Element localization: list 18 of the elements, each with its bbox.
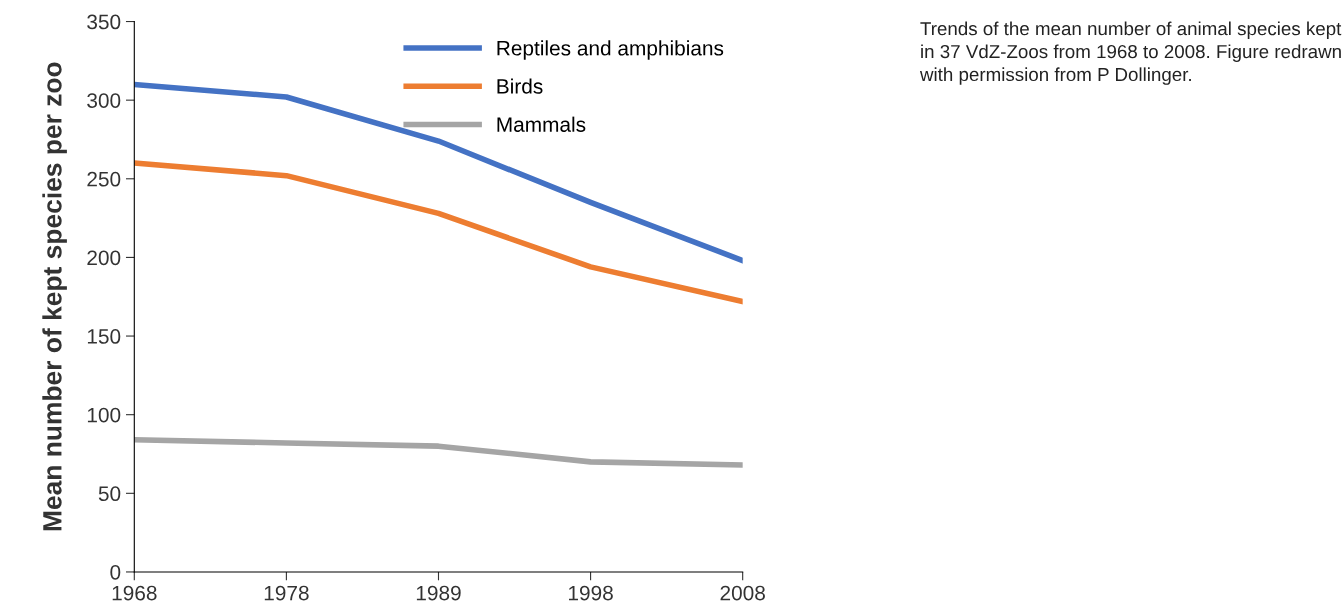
y-tick-label: 150 xyxy=(87,329,121,344)
y-axis-title: Mean number of kept species per zoo xyxy=(42,62,67,531)
y-tick-label: 50 xyxy=(98,486,121,502)
y-tick-label: 0 xyxy=(110,564,121,580)
y-tick-label: 200 xyxy=(87,250,121,266)
x-tick-label: 1998 xyxy=(569,585,613,601)
y-tick-label: 350 xyxy=(87,14,121,30)
y-tick-label: 250 xyxy=(87,171,121,187)
x-tick-label: 1989 xyxy=(416,585,461,601)
y-tick-label: 300 xyxy=(87,93,121,108)
text: Trends of the mean number of animal species kept in 37 VdZ-Zoos from 1968 to 2008. Figure redrawn with permission from P Dollinger. xyxy=(919,21,1342,85)
legend-label: Birds xyxy=(497,78,543,94)
x-tick-label: 2008 xyxy=(720,585,765,601)
y-tick-label: 100 xyxy=(87,407,121,423)
legend-label: Mammals xyxy=(497,116,586,132)
x-tick-label: 1978 xyxy=(264,585,309,601)
legend-label: Reptiles and amphibians xyxy=(497,40,724,60)
x-tick-label: 1968 xyxy=(112,585,157,601)
